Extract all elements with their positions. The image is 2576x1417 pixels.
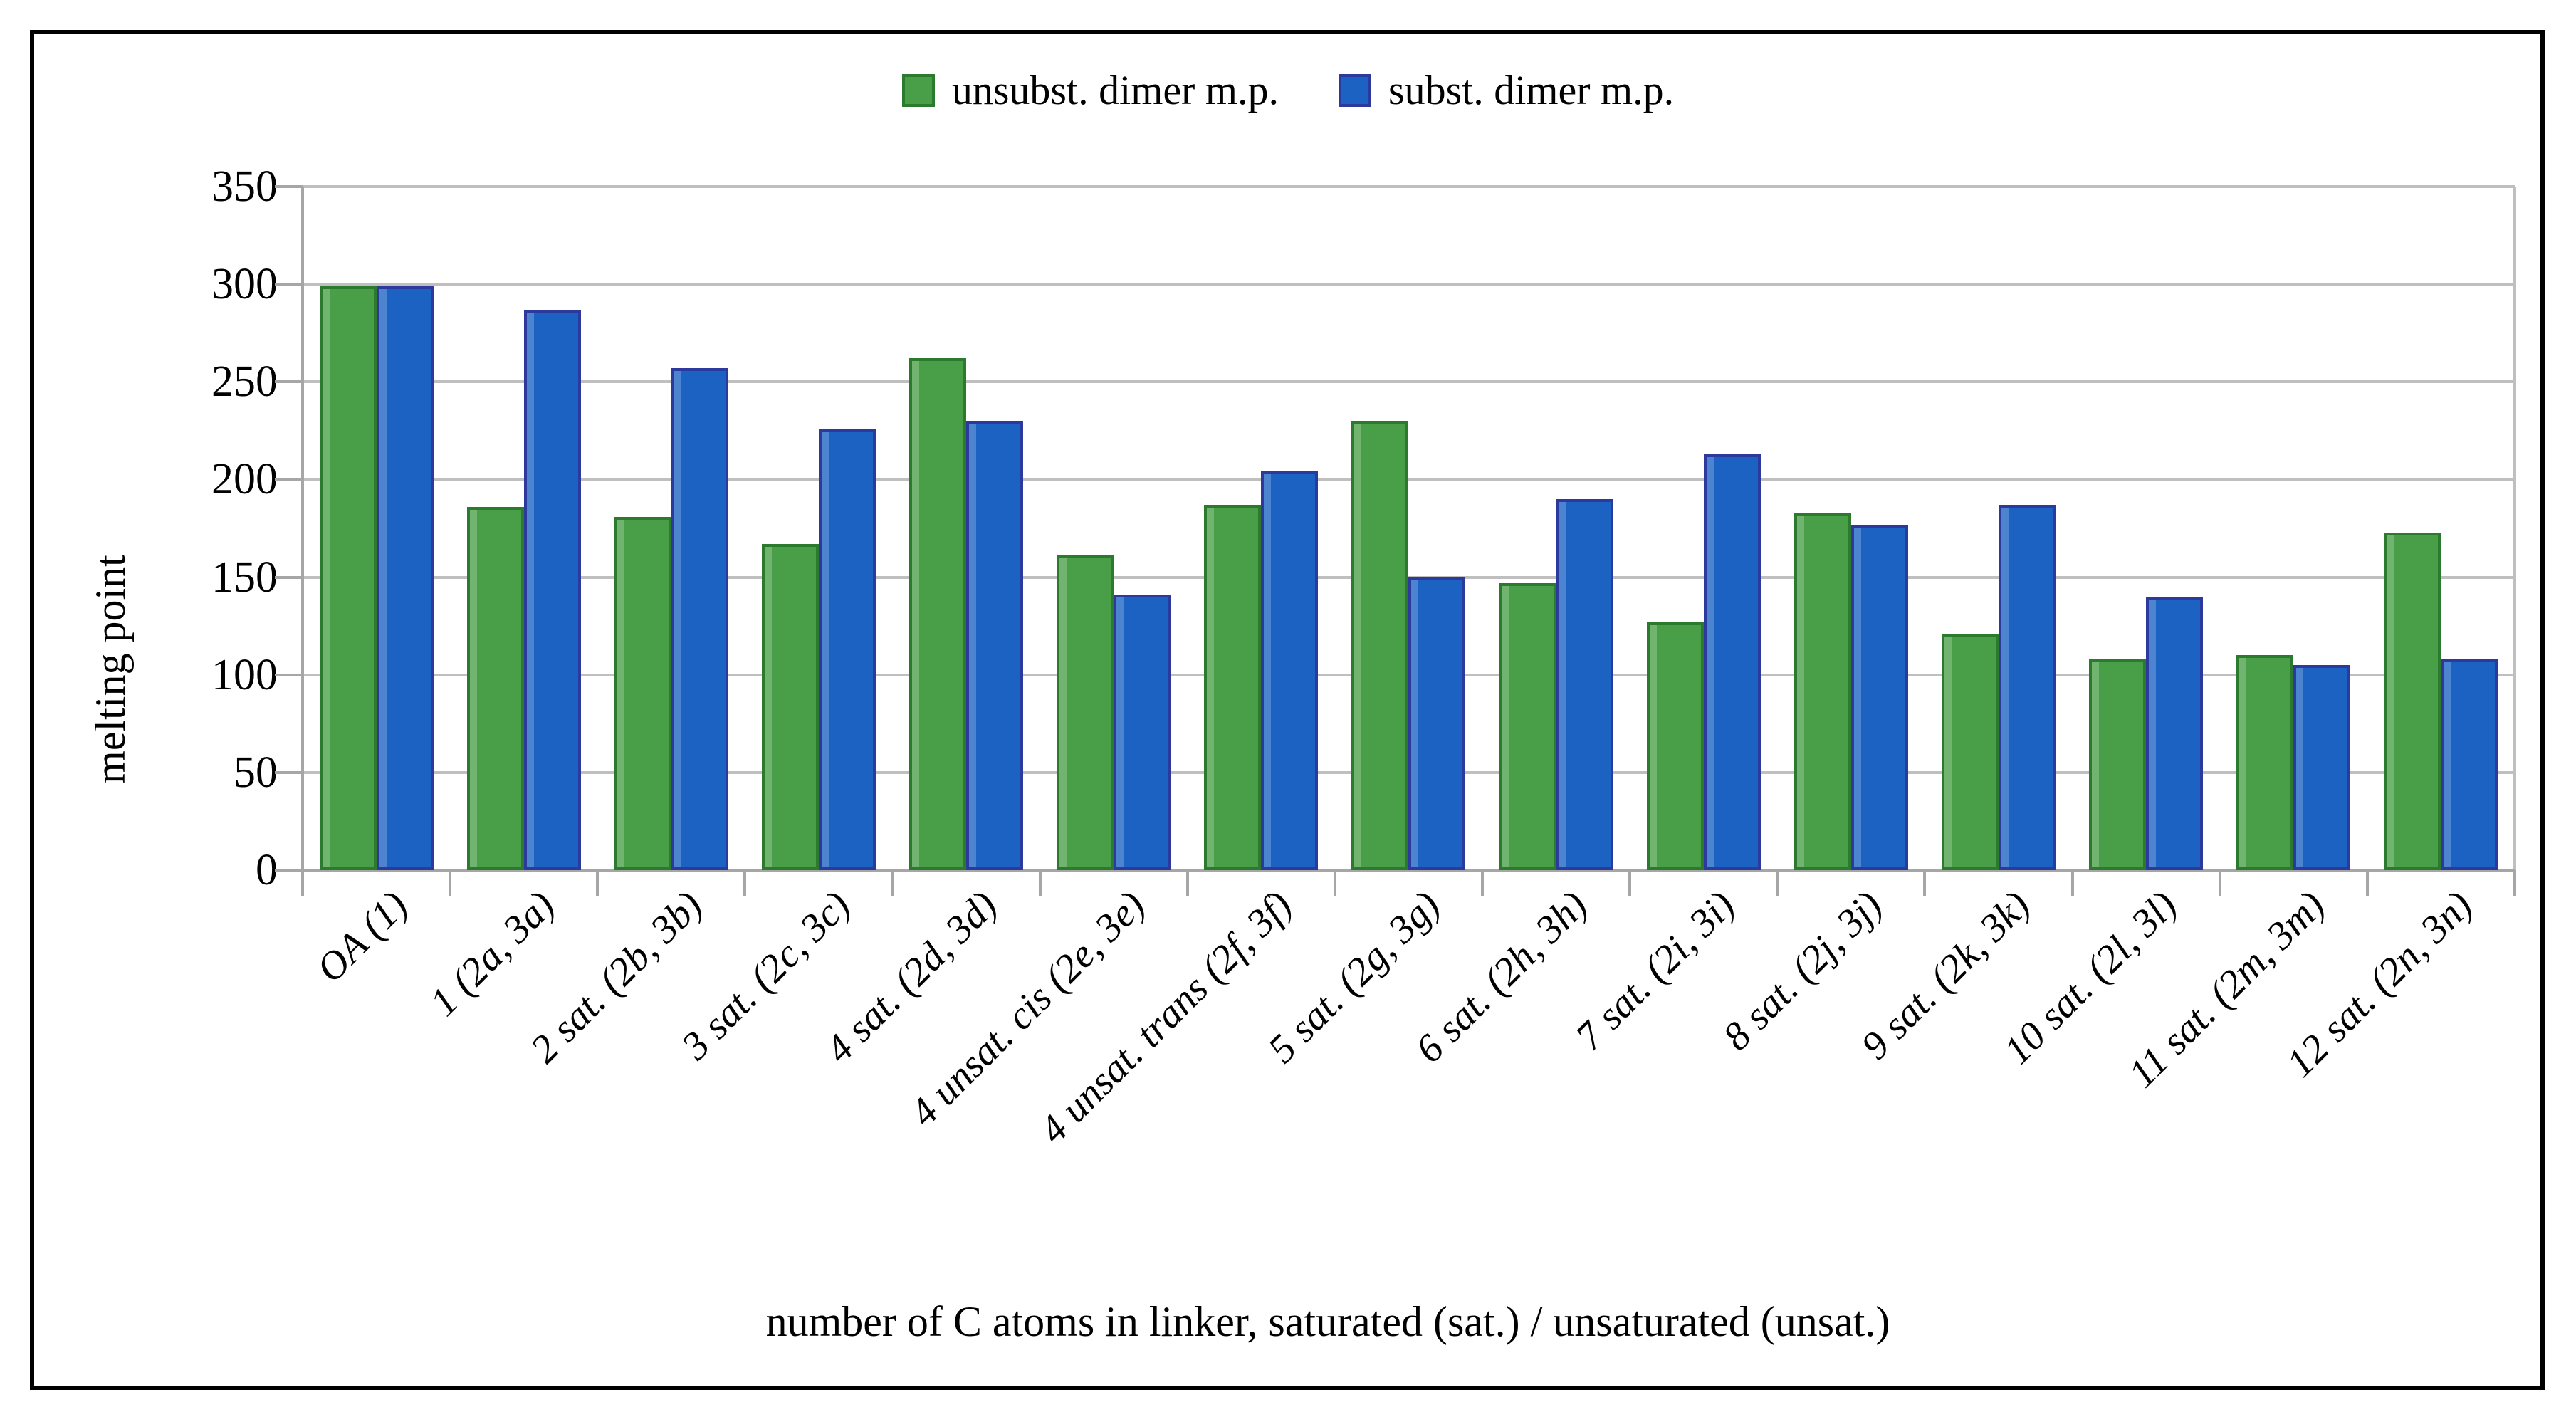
gridline-y-150 [303,575,2515,579]
bar-group-13 [2073,187,2220,870]
bar-unsubst-5 [909,358,967,870]
gridline-y-300 [303,283,2515,286]
bar-subst-12 [1999,505,2056,870]
gridline-y-350 [303,185,2515,188]
bar-subst-6 [1114,595,1171,870]
legend-item-subst: subst. dimer m.p. [1339,70,1674,111]
bar-subst-1 [376,286,434,870]
legend-label-subst: subst. dimer m.p. [1388,67,1675,113]
x-tick-mark-14 [2365,870,2369,896]
plot-right-border [2513,187,2516,872]
y-tick-mark-150 [275,575,303,579]
y-tick-label-200: 200 [211,455,278,504]
bar-group-10 [1630,187,1777,870]
y-tick-label-0: 0 [256,846,278,894]
x-tick-mark-10 [1776,870,1779,896]
x-tick-mark-4 [891,870,894,896]
y-axis-line [301,187,304,872]
y-tick-mark-50 [275,770,303,774]
bar-group-11 [1777,187,1925,870]
bar-subst-15 [2441,659,2498,870]
x-axis-line [275,869,2515,872]
x-axis-title: number of C atoms in linker, saturated (… [765,1298,1890,1345]
y-tick-label-150: 150 [211,553,278,602]
bar-subst-2 [523,309,581,870]
bar-unsubst-3 [614,516,671,870]
x-tick-mark-13 [2218,870,2221,896]
bar-subst-10 [1703,454,1761,870]
bar-subst-7 [1261,471,1319,870]
bar-unsubst-12 [1942,634,1999,870]
legend-swatch-subst [1339,74,1371,107]
x-tick-mark-1 [449,870,452,896]
x-tick-mark-0 [301,870,304,896]
bar-subst-13 [2146,597,2204,870]
legend-item-unsubst: unsubst. dimer m.p. [901,67,1279,113]
bar-unsubst-15 [2384,532,2441,870]
bar-group-9 [1482,187,1630,870]
bar-unsubst-9 [1499,582,1556,870]
bar-unsubst-6 [1057,555,1114,870]
bar-group-15 [2367,187,2515,870]
x-tick-mark-12 [2070,870,2074,896]
bar-group-12 [1925,187,2072,870]
gridline-y-200 [303,478,2515,481]
x-tick-mark-2 [596,870,600,896]
bar-group-7 [1188,187,1335,870]
x-tick-mark-11 [1923,870,1927,896]
bar-group-4 [745,187,892,870]
bar-unsubst-4 [761,543,819,870]
bar-unsubst-7 [1204,505,1262,870]
y-tick-label-350: 350 [211,162,278,211]
bar-unsubst-11 [1794,513,1851,870]
bar-group-8 [1335,187,1482,870]
y-tick-mark-350 [275,185,303,188]
bar-subst-4 [818,429,876,870]
y-tick-mark-250 [275,380,303,384]
bar-subst-8 [1408,577,1466,870]
bar-subst-5 [966,421,1024,870]
bar-unsubst-10 [1646,622,1704,870]
bar-unsubst-8 [1351,421,1409,870]
y-tick-label-300: 300 [211,260,278,309]
x-tick-mark-6 [1185,870,1189,896]
bar-unsubst-14 [2236,655,2294,870]
bar-subst-9 [1556,498,1613,870]
y-tick-label-250: 250 [211,357,278,407]
legend: unsubst. dimer m.p. subst. dimer m.p. [0,70,2576,111]
legend-label-unsubst: unsubst. dimer m.p. [951,67,1279,113]
bar-group-6 [1040,187,1188,870]
bar-subst-11 [1850,524,1908,870]
y-tick-mark-200 [275,478,303,481]
bar-subst-3 [671,368,728,870]
x-tick-mark-8 [1481,870,1485,896]
legend-swatch-unsubst [901,74,935,107]
x-tick-mark-9 [1628,870,1632,896]
bar-unsubst-13 [2089,659,2147,870]
y-tick-mark-100 [275,673,303,676]
bar-group-2 [450,187,597,870]
bar-unsubst-2 [466,506,524,870]
bar-group-5 [893,187,1040,870]
x-tick-mark-7 [1333,870,1336,896]
x-tick-mark-3 [743,870,747,896]
y-tick-label-50: 50 [234,748,278,797]
x-tick-mark-15 [2513,870,2516,896]
bar-group-14 [2220,187,2367,870]
y-tick-mark-300 [275,283,303,286]
bar-group-1 [303,187,450,870]
bar-group-3 [597,187,745,870]
y-tick-label-100: 100 [211,650,278,699]
x-tick-mark-5 [1038,870,1042,896]
gridline-y-250 [303,380,2515,384]
bar-unsubst-1 [319,286,377,870]
bar-subst-14 [2293,665,2351,870]
